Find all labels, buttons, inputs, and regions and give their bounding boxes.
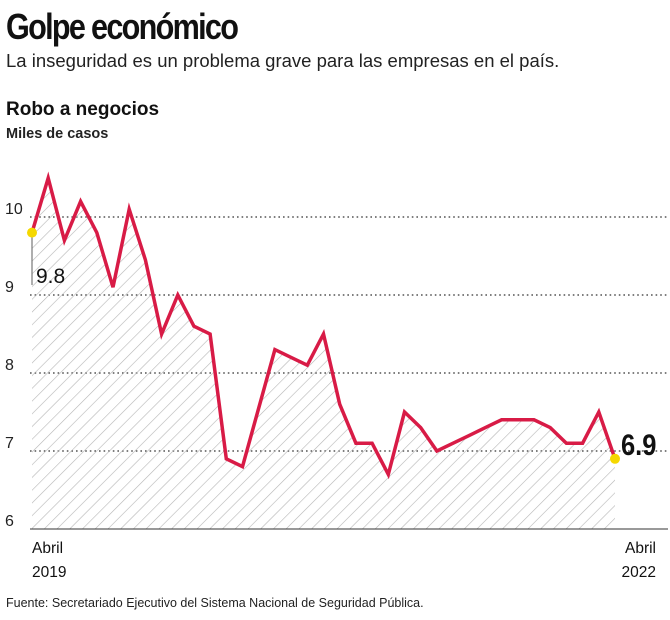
last-value-label: 6.9 — [621, 428, 656, 461]
y-tick-label: 7 — [5, 435, 14, 452]
y-axis-label: Miles de casos — [6, 126, 109, 142]
y-tick-label: 8 — [5, 357, 14, 374]
page-title: Golpe económico — [6, 6, 239, 47]
x-end-month: Abril — [625, 540, 656, 557]
first-point-marker — [27, 227, 37, 238]
last-point-marker — [610, 453, 620, 464]
hatched-area — [32, 178, 615, 529]
series-line — [30, 171, 617, 480]
x-end-year: 2022 — [622, 564, 656, 581]
y-tick-label: 9 — [5, 279, 14, 296]
first-value-label: 9.8 — [36, 265, 65, 288]
y-tick-label: 6 — [5, 513, 14, 530]
y-tick-label: 10 — [5, 201, 23, 218]
page-subtitle: La inseguridad es un problema grave para… — [6, 50, 560, 71]
x-start-month: Abril — [32, 540, 63, 557]
source-note: Fuente: Secretariado Ejecutivo del Siste… — [6, 596, 424, 610]
x-start-year: 2019 — [32, 564, 66, 581]
chart-title: Robo a negocios — [6, 99, 160, 120]
